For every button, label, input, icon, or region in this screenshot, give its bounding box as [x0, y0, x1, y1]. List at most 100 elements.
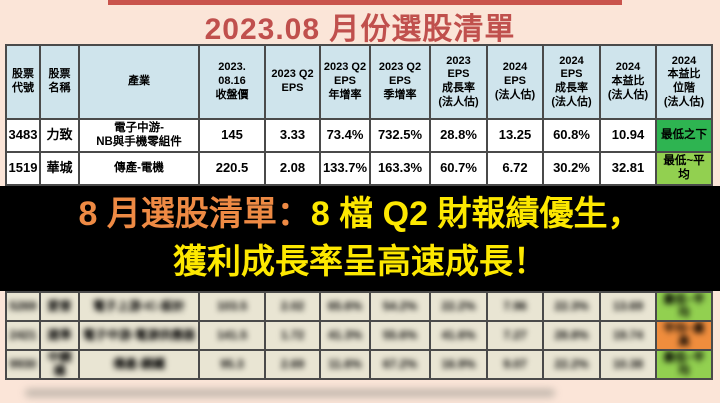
cell-industry: 電子上游-IC-設計 [78, 291, 200, 322]
cell-q2-eps-yoy: 11.6% [319, 349, 371, 380]
table-row-blurred: 2421 建準 電子中游-電源供應器 141.5 1.72 41.3% 55.6… [5, 320, 713, 351]
col-header-stock-name: 股票 名稱 [39, 44, 80, 120]
cell-2024-pe: 13.69 [599, 291, 657, 322]
cell-q2-eps: 2.69 [264, 349, 321, 380]
blurred-text: 中鋼構 [47, 350, 72, 378]
cell-stock-code: 5269 [5, 291, 41, 322]
cell-industry: 傳產-鋼鐵 [78, 349, 200, 380]
bottom-blur-smudge [25, 389, 555, 397]
cell-close-price: 103.5 [198, 291, 266, 322]
blurred-text: 2421 [9, 327, 37, 342]
cell-2024-eps: 6.72 [486, 151, 544, 186]
cell-q2-eps-qoq: 55.6% [369, 320, 431, 351]
blurred-text: 10.38 [612, 356, 644, 371]
cell-q2-eps-yoy: 73.4% [319, 118, 371, 153]
cell-stock-name: 中鋼構 [39, 349, 80, 380]
blurred-text: 95.3 [220, 356, 244, 371]
blurred-text: 1.72 [280, 327, 305, 342]
top-red-strip [108, 0, 622, 5]
cell-2023-eps-growth: 22.2% [429, 291, 488, 322]
cell-industry: 傳產-電機 [78, 151, 200, 186]
blurred-text: 7.27 [503, 327, 527, 342]
blurred-text: 愛普 [47, 298, 72, 313]
table-row-blurred: 5269 愛普 電子上游-IC-設計 103.5 2.02 65.6% 54.2… [5, 291, 713, 322]
blurred-text: 22.2% [554, 356, 589, 371]
blurred-text: 9.07 [503, 356, 527, 371]
cell-stock-code: 3483 [5, 118, 41, 153]
cell-pe-tier-badge: 最低~平均 [655, 151, 713, 186]
blurred-text: 65.6% [327, 298, 363, 313]
blurred-text: 22.2% [441, 298, 476, 313]
blurred-text: 電子中游-電源供應器 [83, 327, 195, 342]
cell-q2-eps-yoy: 41.3% [319, 320, 371, 351]
blurred-text: 9930 [9, 356, 37, 371]
col-header-industry: 產業 [78, 44, 200, 120]
cell-stock-name: 華城 [39, 151, 80, 186]
cell-2023-eps-growth: 41.6% [429, 320, 488, 351]
header-row: 股票 代號 股票 名稱 產業 2023. 08.16 收盤價 2023 Q2 E… [5, 44, 713, 120]
col-header-q2-eps: 2023 Q2 EPS [264, 44, 321, 120]
headline-line-1: 8 月選股清單：8 檔 Q2 財報績優生， [79, 195, 642, 234]
cell-stock-name: 愛普 [39, 291, 80, 322]
cell-q2-eps: 1.72 [264, 320, 321, 351]
headline-overlay: 8 月選股清單：8 檔 Q2 財報績優生， 獲利成長率呈高速成長！ [0, 186, 720, 291]
cell-q2-eps: 2.08 [264, 151, 321, 186]
col-header-close-price: 2023. 08.16 收盤價 [198, 44, 266, 120]
cell-2024-pe: 10.94 [599, 118, 657, 153]
blurred-text: 2.02 [280, 298, 305, 313]
cell-q2-eps-yoy: 133.7% [319, 151, 371, 186]
blurred-text: 7.96 [503, 298, 527, 313]
cell-pe-tier-badge: 最低之下 [655, 118, 713, 153]
cell-2023-eps-growth: 60.7% [429, 151, 488, 186]
cell-close-price: 95.3 [198, 349, 266, 380]
headline-highlight: 8 月選股清單： [78, 194, 311, 233]
cell-industry: 電子中游- NB與手機零組件 [78, 118, 200, 153]
cell-2024-eps: 7.27 [486, 320, 544, 351]
cell-stock-code: 1519 [5, 151, 41, 186]
blurred-text: 41.6% [441, 327, 476, 342]
col-header-q2-eps-qoq: 2023 Q2 EPS 季增率 [369, 44, 431, 120]
cell-2024-eps: 9.07 [486, 349, 544, 380]
page-title: 2023.08 月份選股清單 [204, 13, 516, 46]
cell-pe-tier-badge: 最低~平均 [655, 291, 713, 322]
blurred-text: 54.2% [382, 298, 418, 313]
cell-close-price: 141.5 [198, 320, 266, 351]
col-header-2024-eps: 2024 EPS (法人估) [486, 44, 544, 120]
blurred-text: 41.3% [327, 327, 363, 342]
col-header-2024-pe-tier: 2024 本益比 位階 (法人估) [655, 44, 713, 120]
blurred-text: 55.6% [382, 327, 418, 342]
stock-table-top: 股票 代號 股票 名稱 產業 2023. 08.16 收盤價 2023 Q2 E… [5, 44, 713, 186]
cell-stock-name: 力致 [39, 118, 80, 153]
col-header-stock-code: 股票 代號 [5, 44, 41, 120]
cell-pe-tier-badge: 平均~最高 [655, 320, 713, 351]
blurred-text: 最低~平均 [663, 293, 705, 319]
blurred-text: 22.3% [554, 298, 589, 313]
blurred-text: 16.9% [441, 356, 476, 371]
table-row: 1519 華城 傳產-電機 220.5 2.08 133.7% 163.3% 6… [5, 151, 713, 186]
cell-2024-eps-growth: 22.3% [542, 291, 601, 322]
cell-2024-eps: 13.25 [486, 118, 544, 153]
stock-table-bottom-blurred: 5269 愛普 電子上游-IC-設計 103.5 2.02 65.6% 54.2… [5, 291, 713, 380]
blurred-text: 傳產-鋼鐵 [113, 356, 165, 371]
blurred-text: 2.69 [280, 356, 305, 371]
headline-rest: 8 檔 Q2 財報績優生， [310, 194, 642, 233]
cell-stock-code: 9930 [5, 349, 41, 380]
blurred-text: 141.5 [216, 327, 248, 342]
blurred-text: 28.8% [554, 327, 589, 342]
cell-close-price: 145 [198, 118, 266, 153]
cell-close-price: 220.5 [198, 151, 266, 186]
cell-q2-eps-yoy: 65.6% [319, 291, 371, 322]
blurred-text: 67.2% [382, 356, 418, 371]
blurred-text: 13.69 [612, 298, 644, 313]
cell-2024-eps-growth: 28.8% [542, 320, 601, 351]
cell-q2-eps: 3.33 [264, 118, 321, 153]
cell-stock-name: 建準 [39, 320, 80, 351]
cell-2024-pe: 32.81 [599, 151, 657, 186]
blurred-text: 19.74 [612, 327, 644, 342]
cell-2024-pe: 19.74 [599, 320, 657, 351]
blurred-text: 最低~平均 [663, 351, 705, 377]
blurred-text: 11.6% [328, 356, 362, 371]
cell-pe-tier-badge: 最低~平均 [655, 349, 713, 380]
cell-2024-eps-growth: 22.2% [542, 349, 601, 380]
cell-2024-eps-growth: 60.8% [542, 118, 601, 153]
